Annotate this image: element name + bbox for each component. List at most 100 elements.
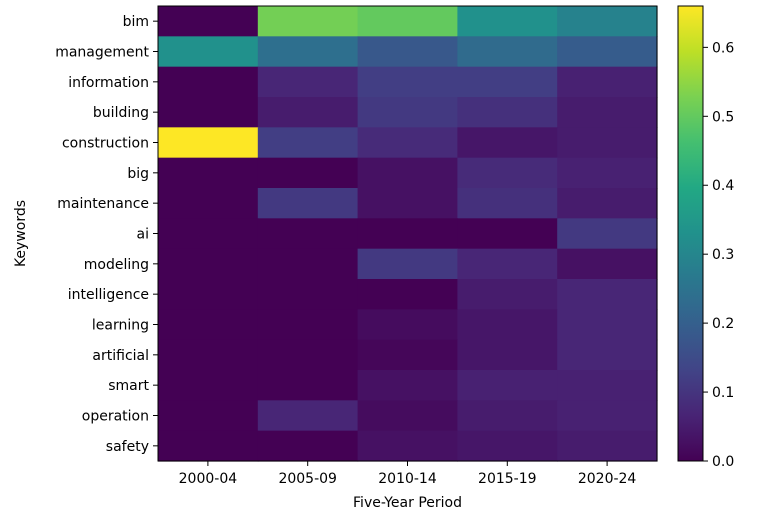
- heatmap-cell: [557, 218, 658, 250]
- heatmap-cell: [257, 309, 359, 341]
- heatmap-cell: [557, 248, 658, 280]
- heatmap-cell: [357, 127, 458, 159]
- heatmap-cell: [158, 400, 259, 432]
- heatmap-cell: [357, 188, 458, 219]
- heatmap-cell: [457, 6, 558, 37]
- y-tick-label: artificial: [92, 348, 149, 364]
- colorbar-ticks: 0.0 0.1 0.2 0.3 0.4 0.5 0.6: [703, 40, 734, 470]
- y-tick-label: information: [68, 75, 149, 91]
- x-tick-label: 2000-04: [179, 471, 238, 487]
- heatmap-cell: [357, 218, 458, 250]
- heatmap-cell: [457, 218, 558, 250]
- y-tick-label: modeling: [84, 257, 149, 273]
- heatmap-cell: [158, 157, 259, 189]
- heatmap-cell: [357, 6, 458, 37]
- heatmap-cell: [357, 248, 458, 280]
- y-tick-label: ai: [137, 227, 149, 243]
- heatmap-cell: [257, 400, 359, 432]
- y-tick-label: smart: [108, 378, 149, 394]
- x-tick-label: 2005-09: [278, 471, 337, 487]
- heatmap-cell: [557, 400, 658, 432]
- heatmap-cell: [557, 279, 658, 310]
- heatmap-cell: [357, 66, 458, 98]
- heatmap-cell: [557, 66, 658, 98]
- heatmap-cell: [457, 370, 558, 401]
- heatmap-cell: [257, 248, 359, 280]
- y-axis-label: Keywords: [13, 200, 29, 267]
- heatmap-cell: [357, 400, 458, 432]
- heatmap-cell: [357, 309, 458, 341]
- colorbar-tick-label: 0.1: [712, 385, 734, 401]
- heatmap-cell: [357, 339, 458, 371]
- heatmap-cell: [457, 36, 558, 68]
- heatmap-cell: [457, 309, 558, 341]
- heatmap-cell: [357, 36, 458, 68]
- heatmap-cell: [257, 157, 359, 189]
- heatmap-cell: [257, 188, 359, 219]
- heatmap-cell: [457, 66, 558, 98]
- x-axis-ticks: 2000-04 2005-09 2010-14 2015-19 2020-24: [179, 461, 637, 487]
- heatmap-cell: [158, 6, 259, 37]
- heatmap-cell: [158, 97, 259, 128]
- y-tick-label: bim: [123, 14, 149, 30]
- heatmap-cell: [457, 430, 558, 462]
- x-tick-label: 2020-24: [578, 471, 637, 487]
- heatmap-cell: [357, 279, 458, 310]
- heatmap-cell: [457, 97, 558, 128]
- y-tick-label: intelligence: [68, 287, 149, 303]
- heatmap-cell: [257, 66, 359, 98]
- heatmap-cell: [457, 157, 558, 189]
- heatmap-cell: [457, 127, 558, 159]
- y-tick-label: learning: [92, 318, 149, 334]
- heatmap-cell: [557, 430, 658, 462]
- x-tick-label: 2015-19: [478, 471, 537, 487]
- heatmap-cell: [257, 127, 359, 159]
- heatmap-cell: [457, 188, 558, 219]
- x-axis-label: Five-Year Period: [353, 495, 462, 511]
- y-tick-label: management: [55, 45, 149, 61]
- y-tick-label: building: [93, 105, 149, 121]
- heatmap-cell: [557, 339, 658, 371]
- colorbar-tick-label: 0.2: [712, 316, 734, 332]
- heatmap-cell: [457, 400, 558, 432]
- heatmap-cell: [457, 339, 558, 371]
- heatmap-cell: [257, 370, 359, 401]
- heatmap-cell: [557, 309, 658, 341]
- heatmap-cell: [557, 188, 658, 219]
- heatmap-cells: [158, 6, 658, 462]
- heatmap-cell: [158, 248, 259, 280]
- y-tick-label: maintenance: [57, 196, 149, 212]
- y-axis-ticks: bim management information building construc…: [55, 14, 158, 455]
- heatmap-cell: [357, 97, 458, 128]
- heatmap-cell: [557, 127, 658, 159]
- heatmap-cell: [158, 279, 259, 310]
- y-tick-label: big: [127, 166, 149, 182]
- x-tick-label: 2010-14: [378, 471, 437, 487]
- colorbar-tick-label: 0.4: [712, 178, 734, 194]
- heatmap-cell: [257, 6, 359, 37]
- heatmap-cell: [257, 36, 359, 68]
- heatmap-cell: [158, 370, 259, 401]
- heatmap-cell: [158, 309, 259, 341]
- heatmap-cell: [257, 97, 359, 128]
- heatmap-cell: [158, 339, 259, 371]
- colorbar: [677, 5, 704, 462]
- heatmap-cell: [557, 97, 658, 128]
- heatmap-cell: [158, 430, 259, 462]
- heatmap-cell: [257, 339, 359, 371]
- heatmap-cell: [357, 370, 458, 401]
- heatmap-cell: [158, 66, 259, 98]
- heatmap-cell: [158, 127, 259, 159]
- colorbar-tick-label: 0.0: [712, 454, 734, 470]
- heatmap-cell: [557, 157, 658, 189]
- heatmap-cell: [557, 370, 658, 401]
- y-tick-label: safety: [106, 439, 149, 455]
- heatmap-cell: [257, 279, 359, 310]
- heatmap-cell: [158, 36, 259, 68]
- heatmap-cell: [257, 430, 359, 462]
- colorbar-tick-label: 0.3: [712, 247, 734, 263]
- heatmap-cell: [357, 157, 458, 189]
- y-tick-label: construction: [62, 136, 149, 152]
- heatmap-cell: [557, 6, 658, 37]
